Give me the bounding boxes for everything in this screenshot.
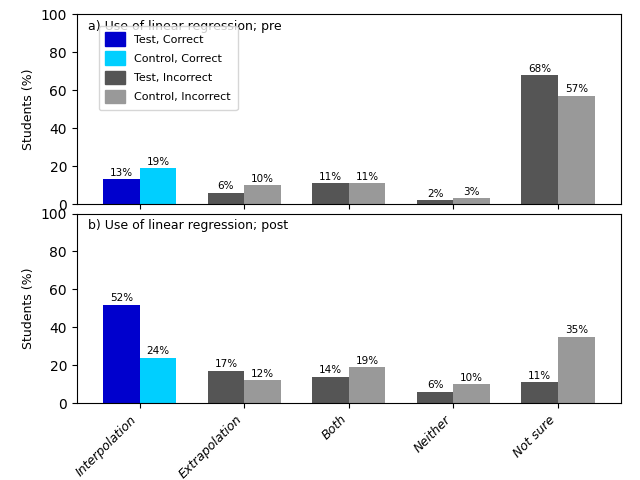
- Text: 11%: 11%: [319, 172, 342, 181]
- Bar: [207, 192, 244, 204]
- Bar: [312, 183, 349, 204]
- Text: 3%: 3%: [463, 187, 480, 197]
- Bar: [103, 305, 140, 403]
- Bar: [140, 168, 176, 204]
- Text: 19%: 19%: [356, 356, 379, 366]
- Text: 24%: 24%: [147, 346, 170, 356]
- Text: 13%: 13%: [109, 168, 133, 178]
- Bar: [558, 96, 595, 204]
- Text: 17%: 17%: [214, 360, 237, 370]
- Bar: [103, 180, 140, 204]
- Text: 52%: 52%: [109, 293, 133, 303]
- Text: b) Use of linear regression; post: b) Use of linear regression; post: [88, 219, 288, 232]
- Text: a) Use of linear regression; pre: a) Use of linear regression; pre: [88, 20, 282, 33]
- Text: 19%: 19%: [147, 156, 170, 167]
- Text: 10%: 10%: [460, 372, 483, 383]
- Text: 14%: 14%: [319, 365, 342, 375]
- Text: 11%: 11%: [528, 371, 551, 381]
- Bar: [349, 183, 385, 204]
- Text: 12%: 12%: [251, 369, 274, 379]
- Text: 68%: 68%: [528, 63, 551, 73]
- Y-axis label: Students (%): Students (%): [22, 69, 35, 150]
- Text: 10%: 10%: [251, 174, 274, 183]
- Text: 35%: 35%: [564, 325, 588, 336]
- Text: 11%: 11%: [356, 172, 379, 181]
- Text: 57%: 57%: [564, 84, 588, 95]
- Text: 6%: 6%: [218, 181, 234, 191]
- Bar: [453, 198, 490, 204]
- Bar: [522, 383, 558, 403]
- Bar: [312, 377, 349, 403]
- Bar: [349, 367, 385, 403]
- Bar: [417, 392, 453, 403]
- Bar: [244, 381, 281, 403]
- Bar: [558, 337, 595, 403]
- Bar: [417, 200, 453, 204]
- Bar: [244, 185, 281, 204]
- Text: 6%: 6%: [427, 380, 444, 390]
- Bar: [207, 371, 244, 403]
- Bar: [522, 75, 558, 204]
- Bar: [453, 384, 490, 403]
- Bar: [140, 358, 176, 403]
- Text: 2%: 2%: [427, 189, 444, 199]
- Y-axis label: Students (%): Students (%): [22, 268, 35, 349]
- Legend: Test, Correct, Control, Correct, Test, Incorrect, Control, Incorrect: Test, Correct, Control, Correct, Test, I…: [99, 25, 237, 110]
